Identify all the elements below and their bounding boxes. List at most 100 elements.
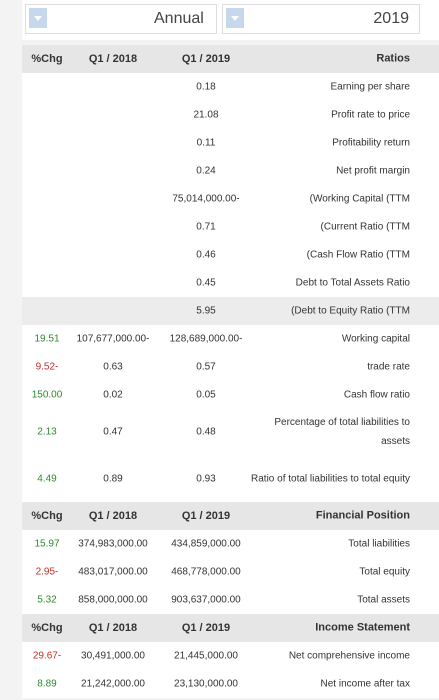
data-row: 8.89 21,242,000.00 23,130,000.00 Net income… <box>22 670 439 698</box>
header-title: Ratios <box>376 52 410 65</box>
row-label: Net comprehensive income <box>288 650 410 662</box>
curr-cell: 75,014,000.00- <box>172 193 240 205</box>
data-row: 150.00 0.02 0.05 Cash flow ratio <box>22 381 439 409</box>
curr-cell: 0.05 <box>196 389 216 401</box>
dropdown-arrow[interactable] <box>29 8 47 28</box>
row-label: Percentage of total liabilities to asset… <box>274 417 410 448</box>
data-row: 0.18 Earning per share <box>22 73 439 101</box>
row-label: Profit rate to price <box>331 109 410 121</box>
header-title: Income Statement <box>315 621 410 634</box>
header-prev: Q1 / 2018 <box>88 53 138 65</box>
row-label: Total assets <box>357 594 410 606</box>
change-cell: 8.89 <box>37 678 57 690</box>
curr-cell: 128,689,000.00- <box>169 333 243 345</box>
data-row: 19.51 107,677,000.00- 128,689,000.00- Worki… <box>22 325 439 353</box>
row-label: Net income after tax <box>320 678 410 690</box>
period-select[interactable]: Annual <box>25 4 217 34</box>
data-row: 0.71 (Current Ratio (TTM <box>22 213 439 241</box>
header-row: %Chg Q1 / 2018 Q1 / 2019 Income Statement <box>22 614 439 642</box>
curr-cell: 0.71 <box>196 221 216 233</box>
change-cell: 4.49 <box>37 473 57 485</box>
change-cell: 2.95- <box>35 566 59 578</box>
header-title: Financial Position <box>315 509 410 522</box>
curr-cell: 0.45 <box>196 277 216 289</box>
header-curr: Q1 / 2019 <box>181 53 231 65</box>
data-row: 15.97 374,983,000.00 434,859,000.00 Total l… <box>22 530 439 558</box>
data-row: 0.11 Profitability return <box>22 129 439 157</box>
data-row: 5.32 858,000,000.00 903,637,000.00 Total as… <box>22 586 439 614</box>
header-row: %Chg Q1 / 2018 Q1 / 2019 Ratios <box>22 45 439 73</box>
prev-cell: 0.89 <box>103 473 123 485</box>
row-label: trade rate <box>367 361 410 373</box>
prev-cell: 858,000,000.00 <box>78 594 148 606</box>
change-cell: 150.00 <box>31 389 63 401</box>
data-row: 2.13 0.47 0.48 Percentage of total liabilit… <box>22 409 439 456</box>
prev-cell: 483,017,000.00 <box>78 566 148 578</box>
header-prev: Q1 / 2018 <box>88 622 138 634</box>
change-cell: 19.51 <box>34 333 60 345</box>
row-label: (Debt to Equity Ratio (TTM <box>291 305 410 317</box>
curr-cell: 5.95 <box>196 305 216 317</box>
curr-cell: 434,859,000.00 <box>171 538 241 550</box>
header-change: %Chg <box>31 510 63 522</box>
curr-cell: 0.46 <box>196 249 216 261</box>
row-label: Debt to Total Assets Ratio <box>295 277 410 289</box>
prev-cell: 21,242,000.00 <box>81 678 145 690</box>
prev-cell: 30,491,000.00 <box>81 650 145 662</box>
change-cell: 2.13 <box>37 426 57 438</box>
prev-cell: 107,677,000.00- <box>76 333 150 345</box>
curr-cell: 21.08 <box>193 109 219 121</box>
dropdown-arrow[interactable] <box>226 8 244 28</box>
change-cell: 5.32 <box>37 594 57 606</box>
change-cell: 29.67- <box>32 650 62 662</box>
curr-cell: 0.24 <box>196 165 216 177</box>
prev-cell: 0.02 <box>103 389 123 401</box>
prev-cell: 0.63 <box>103 361 123 373</box>
header-curr: Q1 / 2019 <box>181 622 231 634</box>
row-label: Earning per share <box>330 81 411 93</box>
data-row: 2.95- 483,017,000.00 468,778,000.00 Total e… <box>22 558 439 586</box>
curr-cell: 468,778,000.00 <box>171 566 241 578</box>
financial-table: %Chg Q1 / 2018 Q1 / 2019 Ratios 0.18 Earning … <box>22 45 439 698</box>
prev-cell: 0.47 <box>103 426 123 438</box>
year-select[interactable]: 2019 <box>222 4 420 34</box>
data-row: 0.46 (Cash Flow Ratio (TTM <box>22 241 439 269</box>
header-change: %Chg <box>31 53 63 65</box>
row-label: (Current Ratio (TTM <box>320 221 410 233</box>
data-row: 9.52- 0.63 0.57 trade rate <box>22 353 439 381</box>
row-label: Profitability return <box>332 137 410 149</box>
row-label: Ratio of total liabilities to total equi… <box>251 473 410 485</box>
curr-cell: 21,445,000.00 <box>174 650 238 662</box>
data-row: 0.45 Debt to Total Assets Ratio <box>22 269 439 297</box>
curr-cell: 0.18 <box>196 81 216 93</box>
curr-cell: 0.57 <box>196 361 216 373</box>
data-row: 5.95 (Debt to Equity Ratio (TTM <box>22 297 439 325</box>
curr-cell: 23,130,000.00 <box>174 678 238 690</box>
header-curr: Q1 / 2019 <box>181 510 231 522</box>
row-label: Total equity <box>359 566 410 578</box>
data-row: 21.08 Profit rate to price <box>22 101 439 129</box>
row-label: (Cash Flow Ratio (TTM <box>306 249 410 261</box>
change-cell: 9.52- <box>35 361 59 373</box>
row-label: Net profit margin <box>336 165 410 177</box>
filter-bar: Annual 2019 <box>22 0 439 40</box>
data-row: 29.67- 30,491,000.00 21,445,000.00 Net comp… <box>22 642 439 670</box>
curr-cell: 903,637,000.00 <box>171 594 241 606</box>
curr-cell: 0.11 <box>196 137 216 149</box>
data-row: 4.49 0.89 0.93 Ratio of total liabilities t… <box>22 456 439 503</box>
curr-cell: 0.48 <box>196 426 216 438</box>
row-label: (Working Capital (TTM <box>309 193 410 205</box>
prev-cell: 374,983,000.00 <box>78 538 148 550</box>
header-prev: Q1 / 2018 <box>88 510 138 522</box>
row-label: Working capital <box>341 333 410 345</box>
header-change: %Chg <box>31 622 63 634</box>
change-cell: 15.97 <box>34 538 60 550</box>
row-label: Total liabilities <box>348 538 410 550</box>
period-value: Annual <box>154 10 204 27</box>
header-row: %Chg Q1 / 2018 Q1 / 2019 Financial Position <box>22 502 439 530</box>
year-value: 2019 <box>373 10 409 27</box>
data-row: 0.24 Net profit margin <box>22 157 439 185</box>
data-row: 75,014,000.00- (Working Capital (TTM <box>22 185 439 213</box>
curr-cell: 0.93 <box>196 473 216 485</box>
